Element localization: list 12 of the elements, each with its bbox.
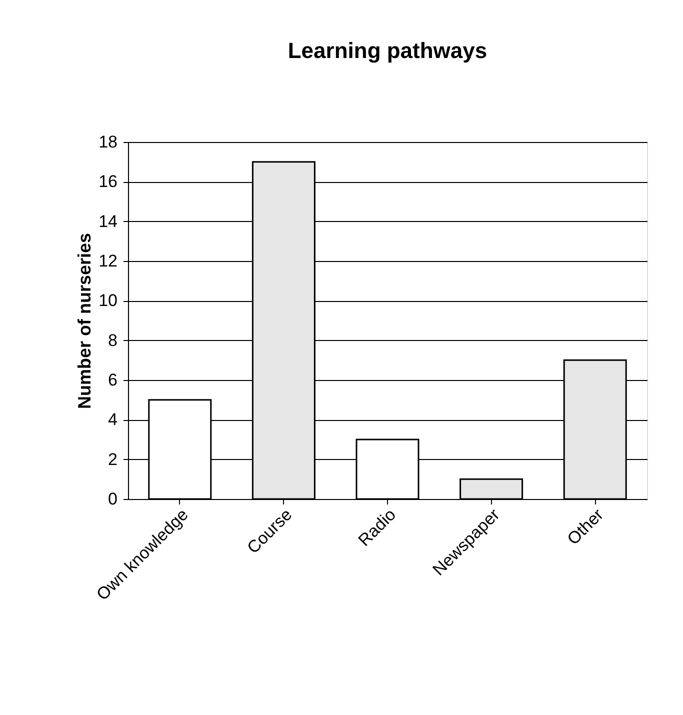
y-tick-label: 0 xyxy=(108,490,118,508)
chart-title: Learning pathways xyxy=(288,38,488,63)
y-tick-label: 16 xyxy=(98,172,118,192)
y-tick-label: 10 xyxy=(98,291,118,310)
y-axis-title: Number of nurseries xyxy=(74,232,95,410)
y-tick-label: 14 xyxy=(98,212,118,231)
y-tick-label: 2 xyxy=(108,450,118,469)
y-tick-label: 8 xyxy=(108,330,118,350)
y-tick-label: 6 xyxy=(108,370,118,390)
y-tick-label: 18 xyxy=(98,132,118,152)
y-tick-label: 4 xyxy=(108,410,118,430)
y-tick-label: 12 xyxy=(98,252,118,270)
